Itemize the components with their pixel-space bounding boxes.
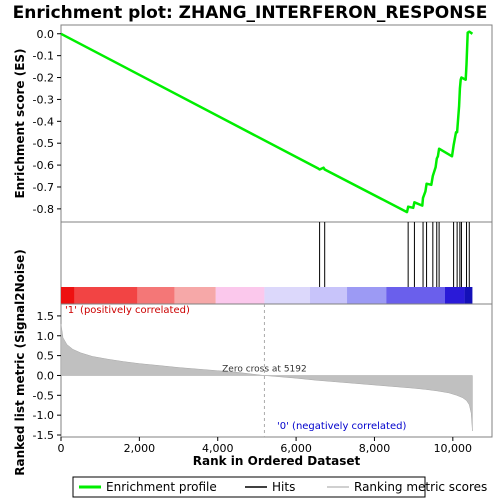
ranking-metric-area <box>60 323 473 432</box>
legend-items: Enrichment profile Hits Ranking metric sco… <box>79 480 487 494</box>
legend-label: Hits <box>272 480 295 494</box>
x-axis: 0 2,000 4,000 6,000 8,000 10,000 <box>58 437 473 455</box>
legend-label: Enrichment profile <box>106 480 217 494</box>
es-y-axis-title: Enrichment score (ES) <box>13 48 27 198</box>
ranked-y-tick-label: -1.5 <box>33 429 54 442</box>
legend: Enrichment profile Hits Ranking metric sco… <box>72 476 487 498</box>
color-bar-segment <box>444 287 465 304</box>
es-y-tick-label: -0.6 <box>33 159 54 172</box>
ranked-y-axis-title: Ranked list metric (Signal2Noise) <box>13 249 27 476</box>
zero-cross-label: Zero cross at 5192 <box>222 364 307 374</box>
x-tick-label: 0 <box>58 442 65 455</box>
ranked-y-tick-label: 1.5 <box>37 310 55 323</box>
legend-label: Ranking metric scores <box>354 480 487 494</box>
x-axis-title: Rank in Ordered Dataset <box>193 454 361 468</box>
color-bar-segment <box>174 287 216 304</box>
es-panel-frame <box>60 24 493 223</box>
ranked-y-tick-label: -1.0 <box>33 409 54 422</box>
color-bar-segment <box>309 287 348 304</box>
color-bar-segment <box>215 287 265 304</box>
es-y-tick-label: -0.7 <box>33 181 54 194</box>
es-panel: 0.0 -0.1 -0.2 -0.3 -0.4 -0.5 -0.6 -0.7 -0.8 Enri… <box>13 24 493 223</box>
es-y-tick-label: 0.0 <box>37 28 55 41</box>
ranked-metric-panel: 1.5 1.0 0.5 0.0 -0.5 -1.0 -1.5 Zero cross at 5… <box>13 249 493 476</box>
es-y-tick-label: -0.8 <box>33 203 54 216</box>
color-bar-segment <box>264 287 310 304</box>
color-bar-segment <box>74 287 138 304</box>
es-y-tick-label: -0.3 <box>33 93 54 106</box>
ranked-metric-area-group <box>60 323 473 432</box>
color-bar-segment <box>137 287 175 304</box>
es-y-tick-label: -0.5 <box>33 137 54 150</box>
x-tick-label: 10,000 <box>434 442 473 455</box>
negative-correlation-label: '0' (negatively correlated) <box>277 421 406 432</box>
chart-title: Enrichment plot: ZHANG_INTERFERON_RESPON… <box>13 3 488 23</box>
correlation-color-bar <box>61 287 473 304</box>
es-y-tick-label: -0.2 <box>33 72 54 85</box>
ranked-y-tick-label: -0.5 <box>33 389 54 402</box>
ranked-y-tick-label: 0.5 <box>37 350 55 363</box>
x-tick-label: 8,000 <box>359 442 391 455</box>
x-tick-label: 6,000 <box>280 442 312 455</box>
ranked-y-tick-label: 1.0 <box>37 330 55 343</box>
x-tick-label: 4,000 <box>202 442 234 455</box>
ranked-y-tick-label: 0.0 <box>37 369 55 382</box>
es-y-axis-ticks: 0.0 -0.1 -0.2 -0.3 -0.4 -0.5 -0.6 -0.7 -0.8 <box>33 28 61 216</box>
color-bar-segment <box>464 287 473 304</box>
color-bar-segment <box>61 287 75 304</box>
x-tick-label: 2,000 <box>124 442 156 455</box>
hits-group <box>319 222 470 287</box>
es-y-tick-label: -0.1 <box>33 50 54 63</box>
positive-correlation-label: '1' (positively correlated) <box>65 305 190 316</box>
enrichment-profile-line <box>60 30 474 214</box>
color-bar-segment <box>347 287 387 304</box>
es-y-tick-label: -0.4 <box>33 115 54 128</box>
ranked-y-axis-ticks: 1.5 1.0 0.5 0.0 -0.5 -1.0 -1.5 <box>33 310 61 442</box>
color-bar-segment <box>386 287 445 304</box>
hits-panel <box>60 221 493 305</box>
es-series-group <box>60 30 474 214</box>
